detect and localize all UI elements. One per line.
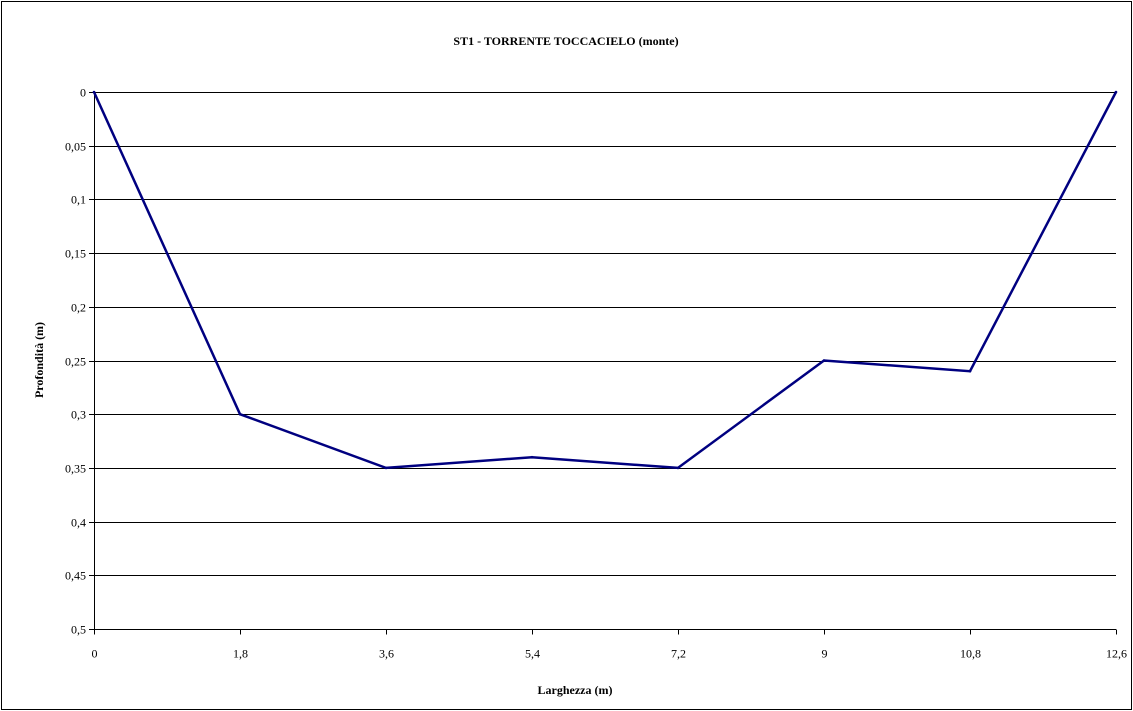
x-tick-label: 0 — [92, 647, 98, 661]
data-point — [676, 466, 680, 470]
y-tick-label: 0,1 — [71, 193, 86, 207]
axes — [89, 92, 1117, 635]
series-layer — [92, 90, 1118, 470]
data-point — [530, 455, 534, 459]
x-tick-label: 3,6 — [379, 647, 394, 661]
data-point — [822, 359, 826, 362]
x-tick-label: 12,6 — [1106, 647, 1127, 661]
y-tick-label: 0,35 — [65, 462, 86, 476]
y-tick-label: 0,45 — [65, 569, 86, 583]
y-tick-label: 0,3 — [71, 408, 86, 422]
y-tick-label: 0,5 — [71, 623, 86, 637]
x-axis-label: Larghezza (m) — [538, 683, 613, 697]
series-line — [92, 91, 1118, 470]
y-tick-label: 0,4 — [71, 516, 86, 530]
x-tick-label: 5,4 — [525, 647, 540, 661]
y-tick-label: 0,25 — [65, 355, 86, 369]
y-tick-label: 0,15 — [65, 247, 86, 261]
y-tick-label: 0 — [80, 86, 86, 100]
tick-labels: 0 0,05 0,1 0,15 0,2 0,25 0,3 0,35 0,4 0,45 0,5 0 1,8… — [65, 86, 1127, 661]
data-point — [384, 466, 388, 470]
data-point — [238, 412, 242, 416]
gridlines — [94, 92, 1116, 630]
x-tick-label: 7,2 — [671, 647, 686, 661]
x-tick-label: 9 — [822, 647, 828, 661]
x-tick-label: 1,8 — [233, 647, 248, 661]
y-tick-label: 0,05 — [65, 140, 86, 154]
data-point — [1114, 90, 1118, 94]
chart-title: ST1 - TORRENTE TOCCACIELO (monte) — [453, 34, 678, 48]
data-point — [968, 369, 972, 373]
x-tick-label: 10,8 — [960, 647, 981, 661]
data-point — [92, 90, 96, 94]
y-tick-label: 0,2 — [71, 301, 86, 315]
y-axis-label: Profondità (m) — [32, 322, 46, 398]
